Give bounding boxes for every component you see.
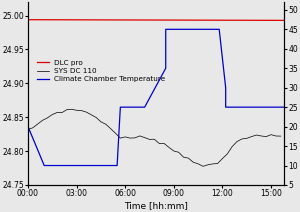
Climate Chamber Temperature [237,106,240,108]
Climate Chamber Temperature [172,28,175,31]
SYS DC 110 [177,151,181,153]
Line: SYS DC 110: SYS DC 110 [28,109,281,166]
Climate Chamber Temperature [224,106,227,108]
SYS DC 110 [182,156,185,158]
Climate Chamber Temperature [67,164,70,167]
Climate Chamber Temperature [164,28,167,31]
SYS DC 110 [26,128,30,131]
Climate Chamber Temperature [218,28,221,31]
Climate Chamber Temperature [172,28,175,31]
SYS DC 110 [99,121,103,123]
Climate Chamber Temperature [26,125,30,128]
Climate Chamber Temperature [282,106,286,108]
X-axis label: Time [hh:mm]: Time [hh:mm] [124,201,188,210]
Climate Chamber Temperature [67,164,70,167]
Climate Chamber Temperature [42,164,46,167]
SYS DC 110 [196,163,200,165]
SYS DC 110 [201,165,205,167]
SYS DC 110 [279,135,283,137]
Line: Climate Chamber Temperature: Climate Chamber Temperature [28,29,284,166]
Climate Chamber Temperature [118,106,122,108]
Climate Chamber Temperature [115,164,119,167]
Climate Chamber Temperature [115,164,119,167]
SYS DC 110 [70,108,74,111]
SYS DC 110 [230,145,234,148]
Climate Chamber Temperature [218,28,221,31]
Climate Chamber Temperature [143,106,146,108]
Climate Chamber Temperature [224,86,227,89]
Climate Chamber Temperature [164,67,167,70]
SYS DC 110 [191,161,195,163]
Legend: DLC pro, SYS DC 110, Climate Chamber Temperature: DLC pro, SYS DC 110, Climate Chamber Tem… [34,57,169,85]
Climate Chamber Temperature [118,106,122,108]
Climate Chamber Temperature [143,106,146,108]
Climate Chamber Temperature [237,106,240,108]
